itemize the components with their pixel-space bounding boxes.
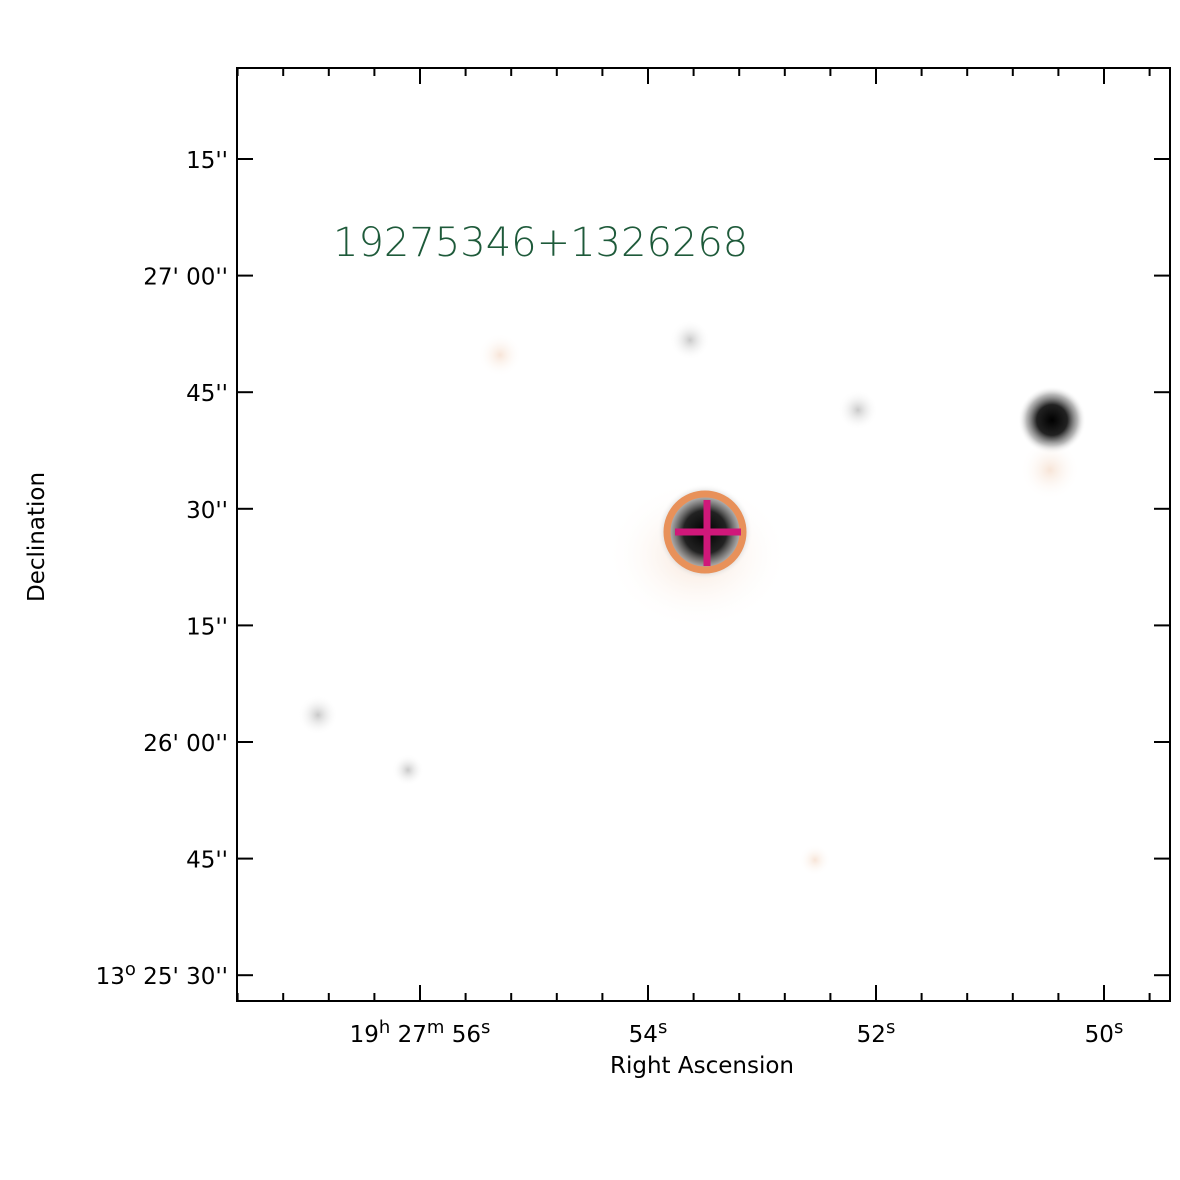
tick-label-part: 27	[390, 1022, 427, 1048]
faint-patch	[1020, 440, 1080, 500]
tick-label-part: 26' 00''	[143, 731, 228, 757]
tick-label-sup: s	[481, 1017, 490, 1038]
y-axis-label: Declination	[24, 472, 50, 602]
tick-label-part: 45''	[186, 848, 228, 874]
tick-label-part: 56	[444, 1022, 481, 1048]
tick-label: 26' 00''	[143, 731, 228, 757]
tick-label: 30''	[186, 498, 228, 524]
tick-label-sup: s	[1114, 1017, 1123, 1038]
star	[1018, 386, 1086, 454]
tick-label: 15''	[186, 148, 228, 174]
tick-label-part: 13	[96, 964, 125, 990]
tick-label-part: 19	[350, 1022, 379, 1048]
tick-label: 54s	[629, 1017, 668, 1048]
tick-label-part: 15''	[186, 614, 228, 640]
tick-label: 45''	[186, 381, 228, 407]
source-label: 19275346+1326268	[333, 220, 748, 266]
target-circle	[663, 490, 747, 574]
faint-star	[838, 390, 878, 430]
faint-star	[670, 320, 710, 360]
tick-label-part: 45''	[186, 381, 228, 407]
faint-star	[392, 754, 424, 786]
faint-patch	[799, 844, 831, 876]
x-axis-label: Right Ascension	[610, 1053, 794, 1079]
tick-label-sup: h	[379, 1017, 390, 1038]
tick-label: 50s	[1085, 1017, 1124, 1048]
tick-label-part: 27' 00''	[143, 265, 228, 291]
tick-label: 45''	[186, 848, 228, 874]
tick-label-sup: s	[658, 1017, 667, 1038]
tick-label-part: 30''	[186, 498, 228, 524]
tick-label: 13o 25' 30''	[96, 959, 228, 990]
sources	[298, 320, 1086, 876]
faint-patch	[478, 333, 522, 377]
tick-label: 27' 00''	[143, 265, 228, 291]
tick-label: 19h 27m 56s	[350, 1017, 491, 1048]
tick-label-sup: m	[427, 1017, 445, 1038]
tick-label-sup: s	[886, 1017, 895, 1038]
tick-label-part: 54	[629, 1022, 658, 1048]
faint-star	[298, 695, 338, 735]
tick-label: 52s	[857, 1017, 896, 1048]
tick-label-part: 25' 30''	[136, 964, 228, 990]
tick-label-part: 52	[857, 1022, 886, 1048]
tick-label-part: 15''	[186, 148, 228, 174]
frame	[236, 67, 1171, 1002]
tick-label-sup: o	[125, 959, 136, 980]
tick-label: 15''	[186, 614, 228, 640]
tick-label-part: 50	[1085, 1022, 1114, 1048]
